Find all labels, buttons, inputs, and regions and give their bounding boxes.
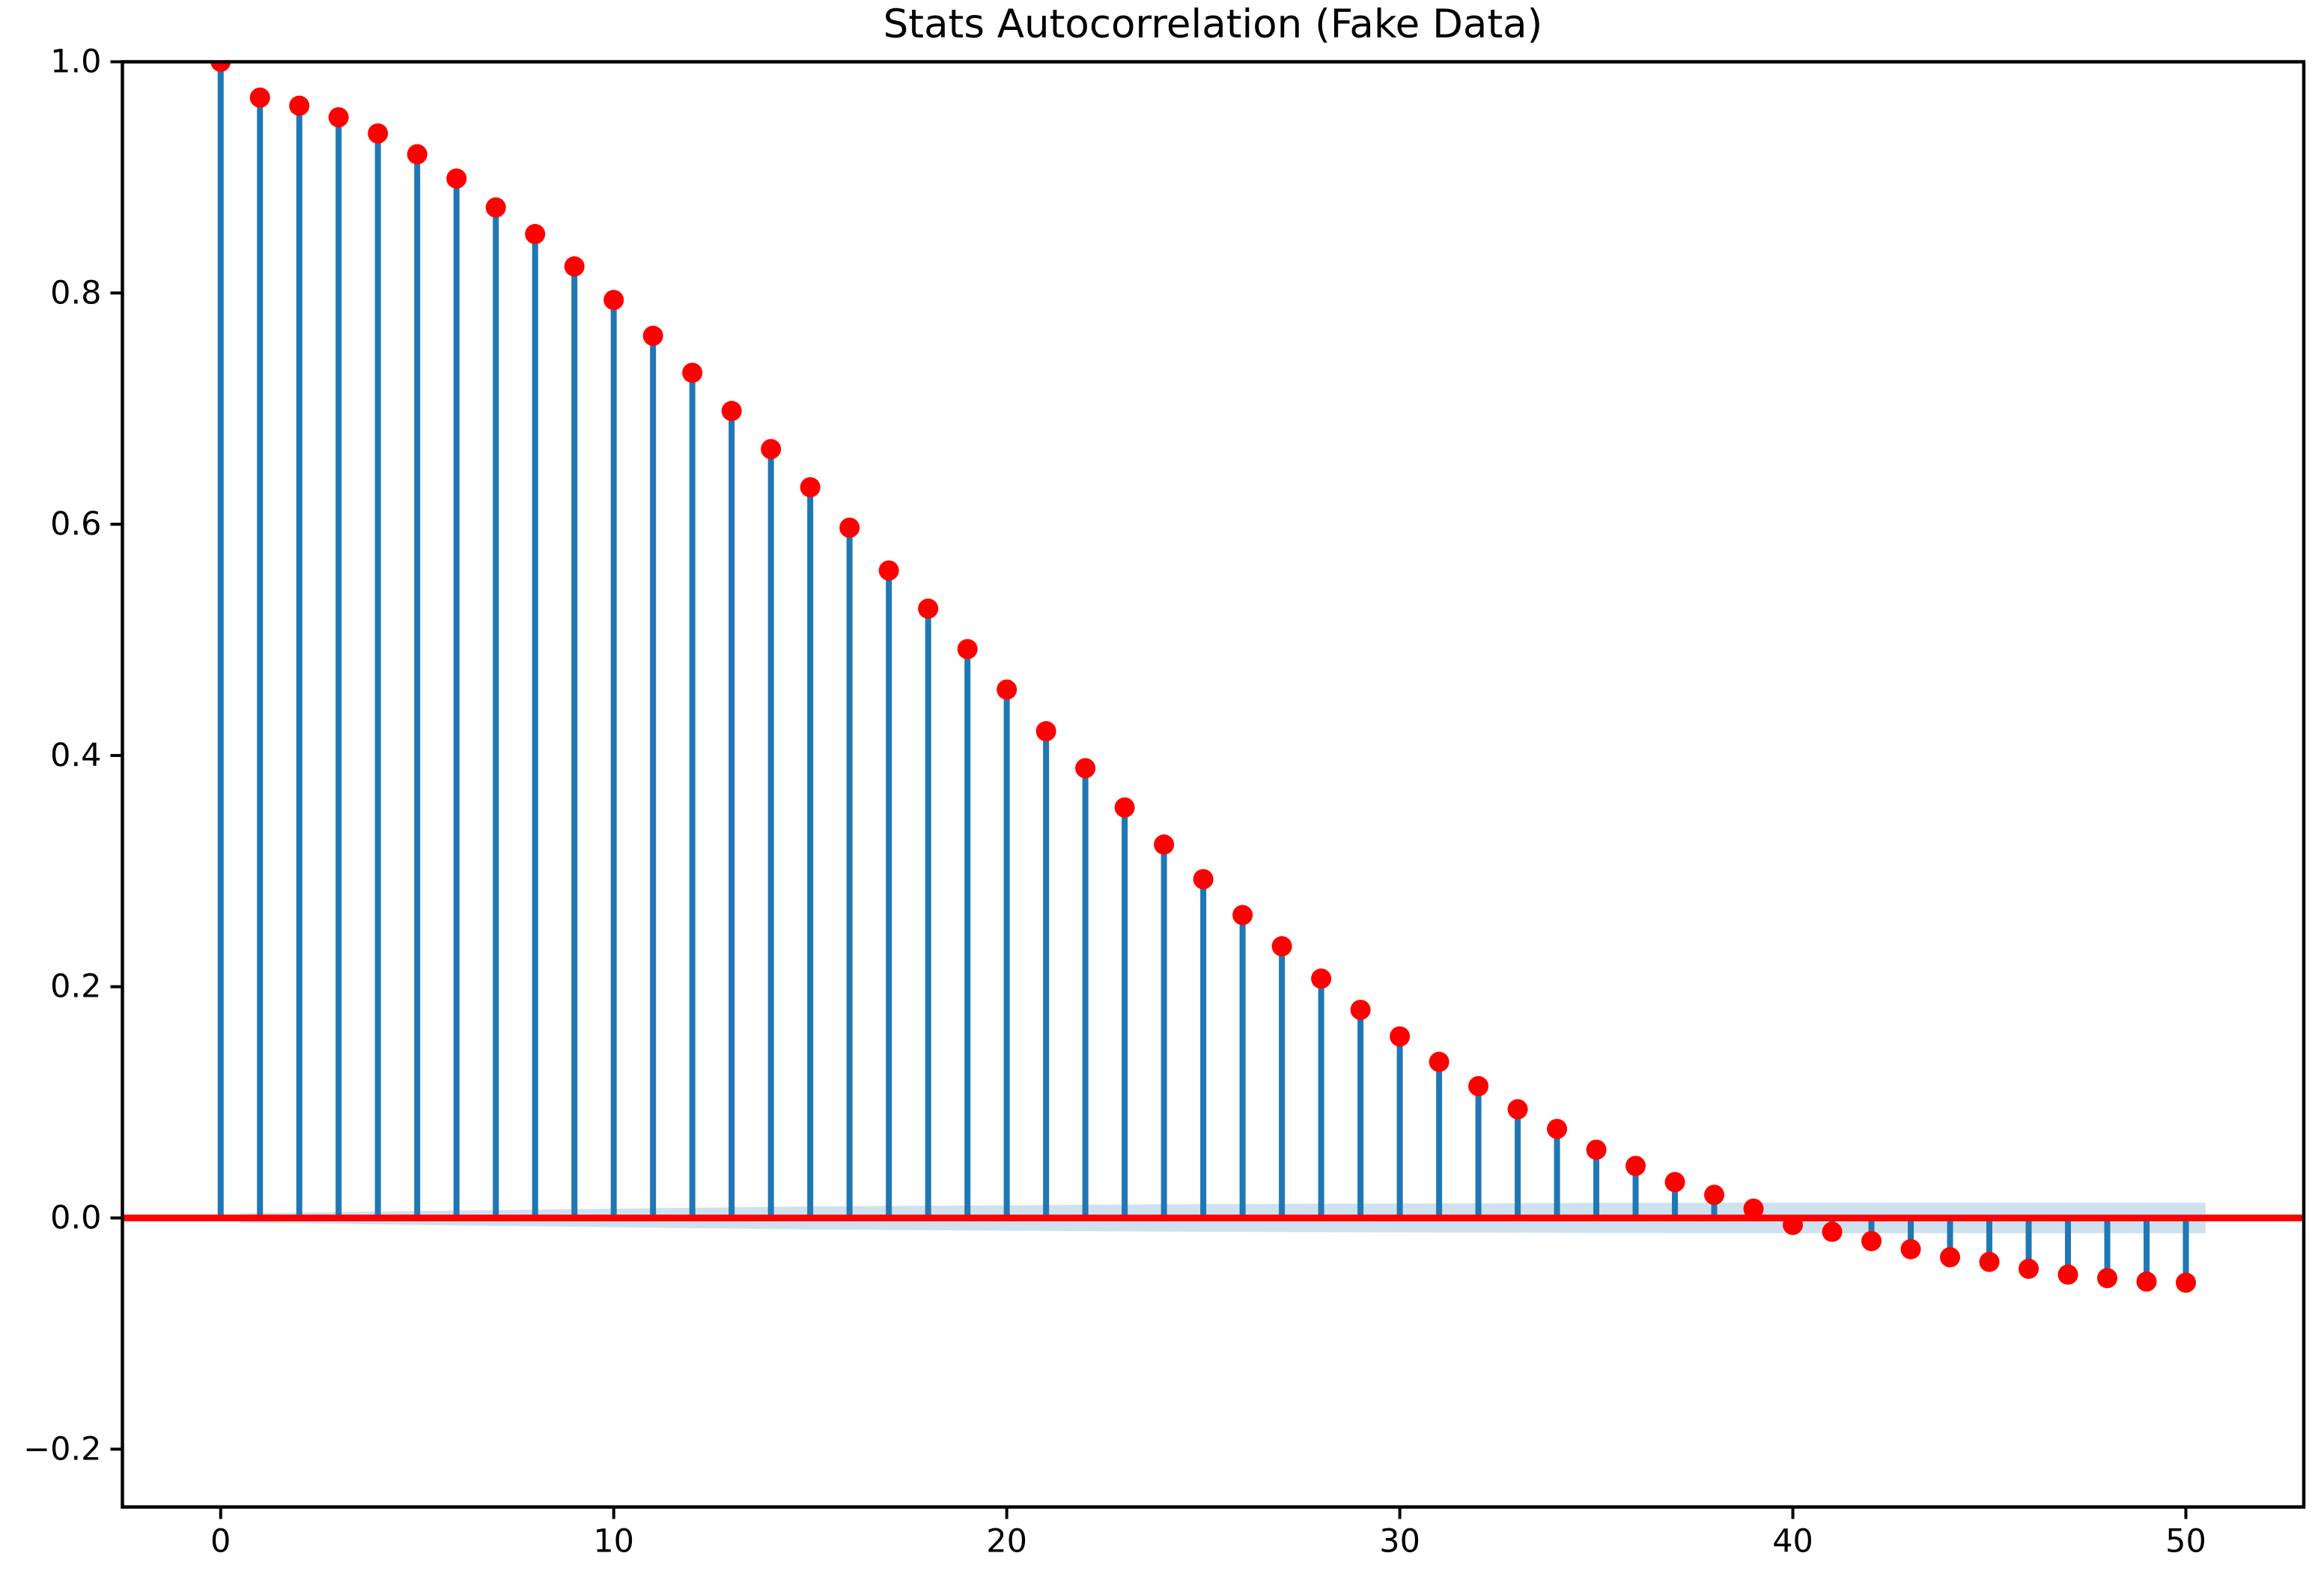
acf-point-lag-15: [800, 477, 821, 498]
acf-point-lag-23: [1114, 797, 1135, 818]
acf-point-lag-39: [1743, 1198, 1764, 1219]
y-tick-label-0.6: 0.6: [50, 505, 101, 543]
acf-point-lag-18: [918, 598, 939, 619]
x-tick-label-10: 10: [593, 1523, 634, 1561]
x-tick-label-0: 0: [210, 1523, 231, 1561]
ticks-group: [110, 60, 2188, 1519]
plot-spines: [121, 60, 2306, 1509]
acf-point-lag-25: [1193, 869, 1214, 890]
acf-point-lag-36: [1625, 1155, 1646, 1176]
acf-point-lag-7: [485, 197, 506, 218]
x-tick-label-20: 20: [986, 1523, 1027, 1561]
acf-point-lag-0: [210, 61, 231, 72]
acf-point-lag-29: [1350, 1000, 1371, 1021]
acf-point-lag-1: [249, 87, 270, 108]
acf-point-lag-13: [721, 401, 742, 422]
acf-point-lag-24: [1154, 834, 1175, 855]
acf-point-lag-3: [328, 107, 349, 128]
acf-point-lag-27: [1271, 936, 1292, 957]
x-tick-label-30: 30: [1379, 1523, 1420, 1561]
acf-point-lag-49: [2136, 1271, 2157, 1292]
acf-point-lag-16: [839, 517, 860, 538]
tick-labels-group: 0 10 20 30 40 50 1.0 0.8 0.6 0.4 0.2 0.0 −0.2: [23, 43, 2206, 1561]
acf-point-lag-41: [1822, 1221, 1843, 1242]
acf-point-lag-50: [2176, 1272, 2197, 1293]
acf-point-lag-45: [1979, 1251, 2000, 1272]
acf-point-lag-35: [1586, 1139, 1607, 1160]
acf-point-lag-4: [368, 123, 389, 144]
acf-point-lag-5: [407, 144, 428, 165]
x-tick-label-50: 50: [2165, 1523, 2206, 1561]
acf-point-lag-6: [446, 168, 467, 189]
acf-point-lag-30: [1390, 1026, 1411, 1047]
acf-point-lag-21: [1035, 720, 1056, 741]
acf-point-lag-32: [1468, 1075, 1489, 1096]
acf-point-lag-33: [1507, 1099, 1528, 1119]
chart-title: Stats Autocorrelation (Fake Data): [883, 1, 1543, 47]
acf-point-lag-42: [1861, 1230, 1882, 1251]
acf-point-lag-11: [642, 325, 663, 346]
acf-point-lag-12: [682, 362, 703, 383]
acf-point-lag-22: [1075, 758, 1096, 779]
acf-point-lag-26: [1232, 905, 1253, 926]
y-tick-label-1: 1.0: [50, 43, 101, 81]
acf-point-lag-37: [1664, 1172, 1685, 1193]
acf-point-lag-34: [1547, 1119, 1568, 1140]
acf-point-lag-9: [564, 256, 585, 277]
axes-group: [121, 60, 2306, 1509]
markers-group: [210, 61, 2197, 1293]
acf-point-lag-20: [997, 679, 1017, 700]
acf-point-lag-38: [1704, 1185, 1725, 1206]
y-tick-label--0.2: −0.2: [23, 1430, 101, 1468]
stems-group: [217, 61, 2189, 1283]
acf-point-lag-48: [2097, 1268, 2118, 1289]
acf-point-lag-14: [761, 439, 782, 460]
acf-point-lag-19: [957, 639, 978, 660]
acf-point-lag-46: [2019, 1258, 2039, 1279]
acf-point-lag-47: [2057, 1264, 2078, 1285]
acf-point-lag-44: [1940, 1247, 1961, 1268]
acf-point-lag-10: [603, 290, 624, 311]
x-tick-label-40: 40: [1772, 1523, 1813, 1561]
y-tick-label-0: 0.0: [50, 1200, 101, 1237]
acf-point-lag-2: [289, 95, 310, 116]
acf-point-lag-28: [1311, 968, 1332, 989]
y-tick-label-0.4: 0.4: [50, 737, 101, 774]
y-tick-label-0.8: 0.8: [50, 274, 101, 312]
acf-point-lag-31: [1429, 1051, 1450, 1072]
y-tick-label-0.2: 0.2: [50, 968, 101, 1006]
acf-point-lag-8: [525, 224, 546, 245]
acf-point-lag-43: [1900, 1239, 1921, 1260]
acf-point-lag-17: [878, 560, 899, 581]
